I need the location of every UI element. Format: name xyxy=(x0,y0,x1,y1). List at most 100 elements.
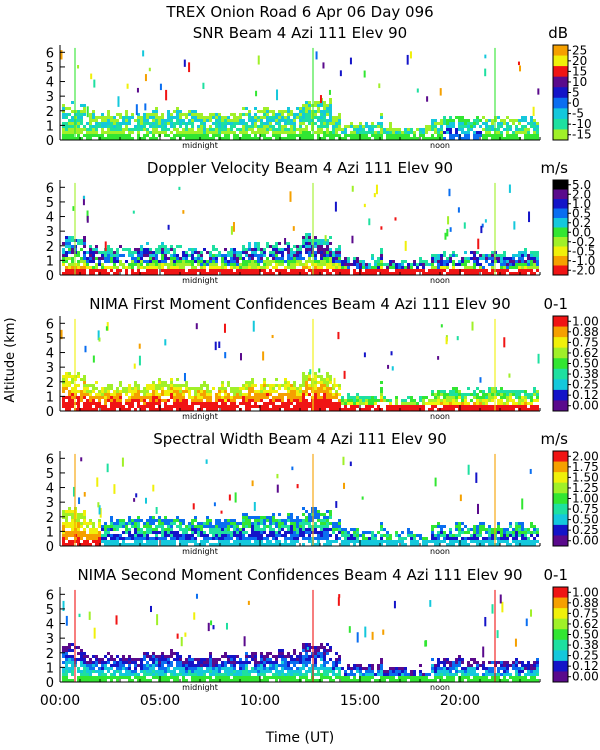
colorbar-tick-label: 15 xyxy=(572,64,587,78)
colorbar-segment xyxy=(553,45,568,57)
colorbar-segment xyxy=(553,97,568,109)
colorbar-tick-label: 1.25 xyxy=(572,481,599,495)
colorbar-tick-label: 20 xyxy=(572,54,587,68)
colorbar-tick-label: 0.00 xyxy=(572,670,599,684)
x-tick-label: 00:00 xyxy=(40,693,80,709)
colorbar-segment xyxy=(553,358,568,370)
colorbar-segment xyxy=(553,76,568,88)
colorbar-segment xyxy=(553,400,568,412)
colorbar-tick-label: 0.50 xyxy=(572,357,599,371)
colorbar-unit: m/s xyxy=(541,159,569,177)
y-tick-label: 6 xyxy=(46,46,54,61)
noon-label: noon xyxy=(430,683,450,692)
y-axis-label: Altitude (km) xyxy=(3,317,18,402)
y-tick-label: 0 xyxy=(46,540,54,555)
colorbar-segment xyxy=(553,347,568,359)
colorbar: 1.000.880.750.620.500.380.250.120.00 xyxy=(552,314,599,413)
colorbar-segment xyxy=(553,535,568,547)
colorbar-unit: dB xyxy=(548,24,568,42)
colorbar-segment xyxy=(553,118,568,130)
colorbar-unit: 0-1 xyxy=(544,295,569,313)
midnight-label: midnight xyxy=(182,412,218,421)
colorbar-tick-label: 0.50 xyxy=(572,628,599,642)
colorbar-segment xyxy=(553,246,568,257)
colorbar-segment xyxy=(553,199,568,209)
colorbar-segment xyxy=(553,660,568,672)
colorbar-tick-label: 5.0 xyxy=(572,178,591,192)
midnight-label: midnight xyxy=(182,683,218,692)
panel-5: NIMA Second Moment Confidences Beam 4 Az… xyxy=(46,566,599,692)
colorbar-tick-label: 0.00 xyxy=(572,399,599,413)
y-tick-label: 5 xyxy=(46,196,54,211)
panel-2: Doppler Velocity Beam 4 Azi 111 Elev 90 m… xyxy=(46,159,596,285)
colorbar-tick-label: 0.25 xyxy=(572,378,599,392)
panel-4: Spectral Width Beam 4 Azi 111 Elev 90 m/s… xyxy=(46,430,599,556)
y-tick-label: 0 xyxy=(46,269,54,284)
colorbar-segment xyxy=(553,368,568,380)
y-tick-label: 2 xyxy=(46,376,54,391)
noon-label: noon xyxy=(430,276,450,285)
colorbar-tick-label: 1.00 xyxy=(572,585,599,599)
colorbar-tick-label: 10 xyxy=(572,75,587,89)
x-tick-label: 05:00 xyxy=(140,693,180,709)
y-tick-label: 2 xyxy=(46,105,54,120)
noon-label: noon xyxy=(430,412,450,421)
heatmap-cells xyxy=(62,453,539,546)
y-tick-label: 1 xyxy=(46,254,54,269)
colorbar-segment xyxy=(553,208,568,219)
colorbar: 1.000.880.750.620.500.380.250.120.00 xyxy=(552,585,599,684)
panel-title: NIMA Second Moment Confidences Beam 4 Az… xyxy=(77,566,522,584)
y-tick-label: 3 xyxy=(46,361,54,376)
colorbar-tick-label: -1.0 xyxy=(572,254,595,268)
y-tick-label: 6 xyxy=(46,317,54,332)
colorbar-tick-label: 25 xyxy=(572,43,587,57)
colorbar-segment xyxy=(553,451,568,463)
y-tick-label: 4 xyxy=(46,211,54,226)
x-tick-label: 10:00 xyxy=(240,693,280,709)
colorbar-tick-label: 0.25 xyxy=(572,649,599,663)
colorbar-tick-label: 0.62 xyxy=(572,346,599,360)
y-tick-label: 1 xyxy=(46,661,54,676)
y-tick-label: 5 xyxy=(46,61,54,76)
noon-label: noon xyxy=(430,141,450,150)
colorbar-tick-label: 1.75 xyxy=(572,460,599,474)
y-tick-label: 1 xyxy=(46,390,54,405)
colorbar-unit: 0-1 xyxy=(544,566,569,584)
y-tick-label: 5 xyxy=(46,603,54,618)
colorbar-tick-label: 0 xyxy=(572,96,580,110)
heatmap-cells xyxy=(62,589,539,682)
colorbar-segment xyxy=(553,337,568,349)
y-tick-label: 0 xyxy=(46,405,54,420)
y-tick-label: 2 xyxy=(46,240,54,255)
colorbar-segment xyxy=(553,650,568,662)
colorbar-tick-label: 0.75 xyxy=(572,502,599,516)
panel-title: SNR Beam 4 Azi 111 Elev 90 xyxy=(193,24,407,42)
colorbar-tick-label: 0.5 xyxy=(572,206,591,220)
colorbar-tick-label: 0.38 xyxy=(572,367,599,381)
y-tick-label: 2 xyxy=(46,511,54,526)
colorbar-tick-label: -2.0 xyxy=(572,263,595,277)
y-tick-label: 4 xyxy=(46,482,54,497)
heatmap-cells xyxy=(62,182,539,275)
y-tick-label: 6 xyxy=(46,588,54,603)
x-tick-label: 15:00 xyxy=(340,693,380,709)
colorbar-tick-label: -0.5 xyxy=(572,244,595,258)
colorbar-tick-label: 0.2 xyxy=(572,216,591,230)
colorbar-segment xyxy=(553,671,568,683)
colorbar-tick-label: 0.75 xyxy=(572,335,599,349)
y-tick-label: 1 xyxy=(46,119,54,134)
heatmap-cells xyxy=(60,47,540,140)
colorbar-segment xyxy=(553,326,568,338)
x-axis-label: Time (UT) xyxy=(265,730,334,746)
colorbar-segment xyxy=(553,55,568,67)
colorbar-segment xyxy=(553,316,568,328)
colorbar-tick-label: -10 xyxy=(572,117,592,131)
colorbar-tick-label: 0.12 xyxy=(572,388,599,402)
y-tick-label: 3 xyxy=(46,632,54,647)
midnight-label: midnight xyxy=(182,276,218,285)
colorbar-tick-label: 1.00 xyxy=(572,314,599,328)
panel-title: Spectral Width Beam 4 Azi 111 Elev 90 xyxy=(153,430,447,448)
colorbar-segment xyxy=(553,87,568,99)
colorbar-tick-label: 0.75 xyxy=(572,606,599,620)
